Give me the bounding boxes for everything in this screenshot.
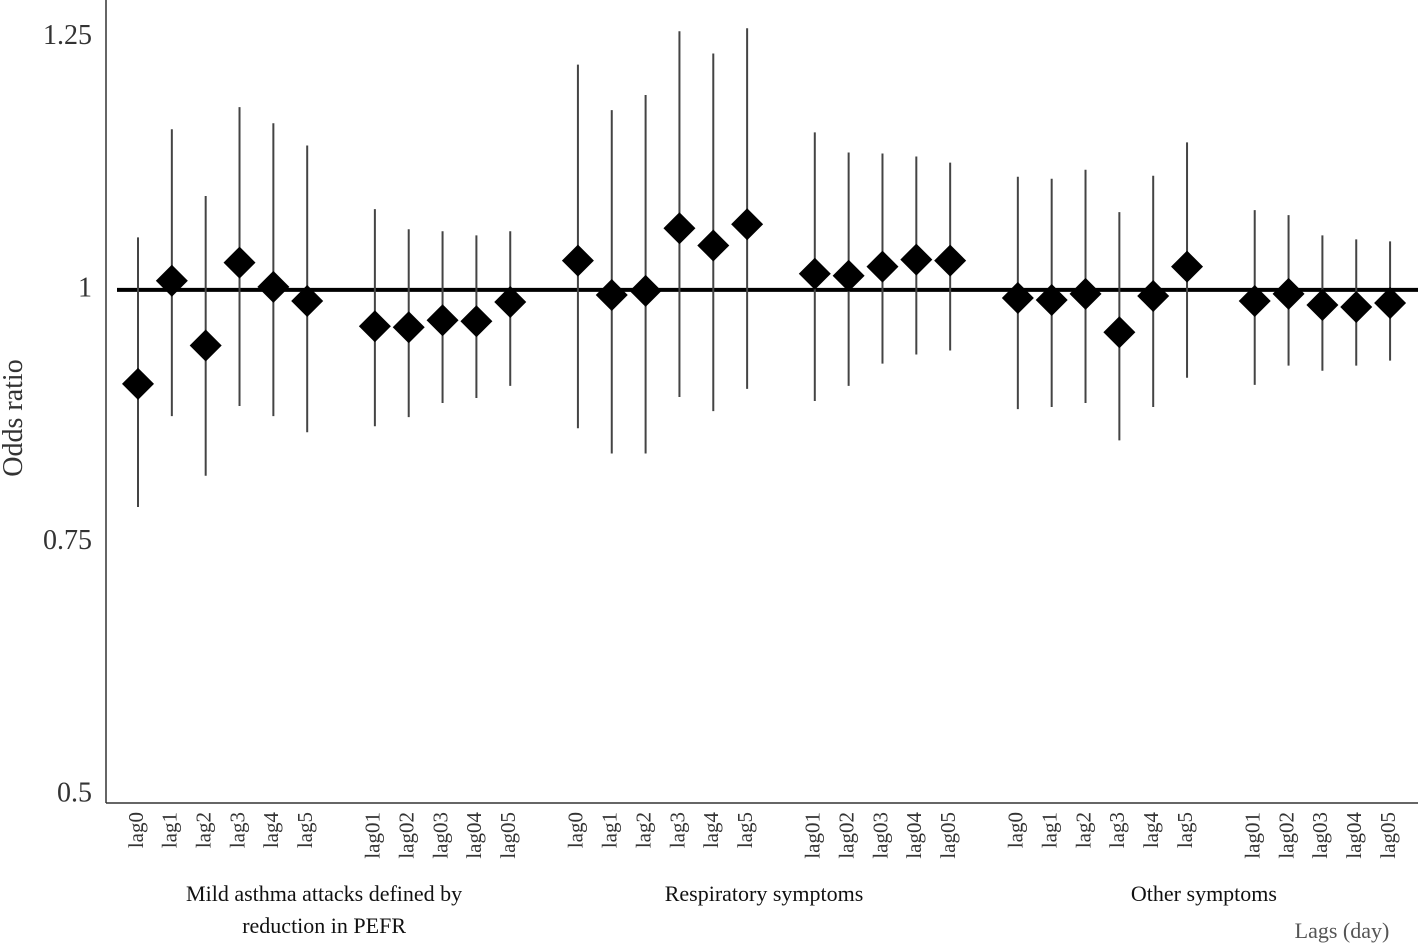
x-tick-label: lag4: [699, 812, 723, 849]
x-tick-label: lag0: [124, 812, 148, 848]
point: [1306, 289, 1339, 322]
x-tick-label: lag4: [259, 812, 283, 849]
point: [663, 212, 696, 245]
point: [629, 274, 662, 307]
point: [460, 305, 493, 338]
y-tick-label: 1: [78, 272, 92, 303]
x-tick-label: lag3: [665, 812, 689, 848]
x-tick-label: lag03: [1308, 812, 1332, 859]
x-tick-label: lag5: [293, 812, 317, 848]
point: [832, 259, 865, 292]
point: [257, 270, 290, 303]
x-tick-label: lag04: [1342, 812, 1366, 859]
point: [900, 243, 933, 276]
x-tick-label: lag0: [1004, 812, 1028, 848]
point: [1272, 277, 1305, 310]
x-tick-label: lag3: [1105, 812, 1129, 848]
x-tick-label: lag02: [395, 812, 419, 859]
point: [697, 229, 730, 262]
point: [561, 244, 594, 277]
group-label-box: Mild asthma attacks defined by reduction…: [186, 881, 463, 938]
x-tick-label: lag01: [361, 812, 385, 859]
y-tick-label: 0.75: [43, 525, 92, 556]
group-label: Mild asthma attacks defined by reduction…: [186, 881, 463, 938]
x-tick-label: lag2: [631, 812, 655, 848]
x-tick-label: lag1: [598, 812, 622, 848]
point: [1001, 281, 1034, 314]
point: [1171, 250, 1204, 283]
x-tick-label: lag04: [902, 812, 926, 859]
x-tick-label: lag03: [868, 812, 892, 859]
point: [731, 208, 764, 241]
point: [426, 304, 459, 337]
x-tick-label: lag3: [225, 812, 249, 848]
point: [223, 246, 256, 279]
x-tick-label: lag1: [1037, 812, 1061, 848]
point: [1103, 316, 1136, 349]
x-tick-label: lag01: [1241, 812, 1265, 859]
point: [291, 284, 324, 317]
x-axis-label: Lags (day): [1295, 918, 1390, 943]
y-axis-label: Odds ratio: [0, 359, 29, 476]
group-label-box: Respiratory symptoms: [664, 881, 864, 906]
y-tick-label: 0.5: [57, 777, 92, 808]
x-tick-label: lag2: [191, 812, 215, 848]
point: [189, 329, 222, 362]
x-tick-label: lag5: [1173, 812, 1197, 848]
x-tick-label: lag0: [564, 812, 588, 848]
point: [392, 311, 425, 344]
x-tick-label: lag4: [1139, 812, 1163, 849]
x-tick-label: lag05: [936, 812, 960, 859]
point: [798, 257, 831, 290]
point: [866, 250, 899, 283]
point: [1137, 279, 1170, 312]
point: [494, 286, 527, 319]
x-tick-label: lag01: [801, 812, 825, 859]
x-tick-label: lag04: [462, 812, 486, 859]
group-label: Other symptoms: [1130, 881, 1277, 906]
x-tick-label: lag02: [1274, 812, 1298, 859]
point: [1374, 287, 1407, 320]
point: [358, 310, 391, 343]
point: [1069, 277, 1102, 310]
x-tick-label: lag05: [496, 812, 520, 859]
group-label: Respiratory symptoms: [664, 881, 864, 906]
x-tick-label: lag02: [834, 812, 858, 859]
point: [1035, 283, 1068, 316]
y-tick-label: 1.25: [43, 20, 92, 51]
point: [1238, 284, 1271, 317]
x-tick-label: lag1: [158, 812, 182, 848]
group-label-box: Other symptoms: [1130, 881, 1277, 906]
point: [595, 278, 628, 311]
point: [934, 244, 967, 277]
point: [155, 264, 188, 297]
point: [1340, 291, 1373, 324]
x-tick-label: lag5: [733, 812, 757, 848]
x-tick-label: lag2: [1071, 812, 1095, 848]
point: [122, 367, 154, 400]
x-tick-label: lag03: [428, 812, 452, 859]
x-tick-label: lag05: [1376, 812, 1400, 859]
